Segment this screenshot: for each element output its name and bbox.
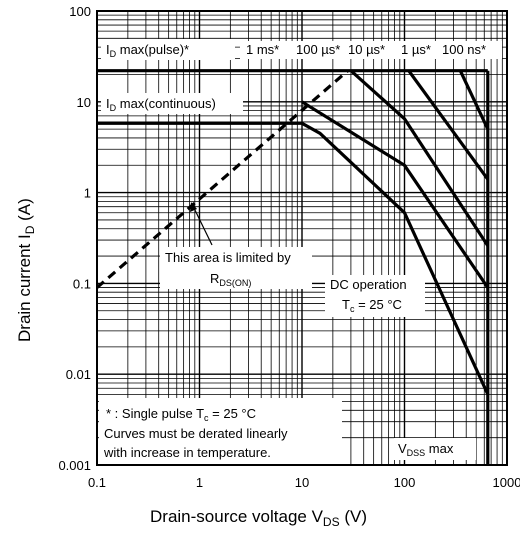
note-line-1: * : Single pulse Tc = 25 °C <box>106 406 256 423</box>
vdss-max-label: VDSS max <box>398 441 454 458</box>
series-line-100us <box>349 69 490 247</box>
dc-temperature-label: Tc = 25 °C <box>342 297 402 314</box>
limited-area-arrow <box>192 205 213 246</box>
note-line-3: with increase in temperature. <box>103 445 271 460</box>
x-tick-label: 100 <box>394 475 416 490</box>
series-line-10us <box>407 69 490 181</box>
limited-area-arrowhead <box>190 202 197 212</box>
y-tick-label: 100 <box>69 4 91 19</box>
tick-labels: 0.1 1 10 100 1000 0.001 0.01 0.1 1 10 100 <box>58 4 520 490</box>
time-labels-bg <box>240 41 502 59</box>
id-max-pulse-label: ID max(pulse)* <box>106 42 189 59</box>
label-1ms: 1 ms* <box>246 42 279 57</box>
plot-frame <box>96 10 508 466</box>
y-tick-label: 10 <box>77 95 91 110</box>
series-lines <box>95 69 490 465</box>
note-line-2: Curves must be derated linearly <box>104 426 288 441</box>
y-tick-label: 1 <box>84 186 91 201</box>
series-line-dc <box>301 121 490 395</box>
label-100us: 100 µs* <box>296 42 340 57</box>
y-axis-label: Drain current ID (A) <box>15 198 37 342</box>
limited-label-bg <box>160 247 312 289</box>
limited-area-label: This area is limited by <box>165 250 291 265</box>
grid <box>97 11 507 465</box>
label-100ns: 100 ns* <box>442 42 486 57</box>
x-tick-label: 1 <box>196 475 203 490</box>
series-line-1ms <box>301 100 490 289</box>
id-max-continuous-label: ID max(continuous) <box>106 96 216 113</box>
pulse-label-bg <box>101 39 235 60</box>
dc-label-bg <box>325 275 425 317</box>
y-tick-label: 0.1 <box>73 276 91 291</box>
x-axis-label: Drain-source voltage VDS (V) <box>150 507 367 529</box>
x-tick-label: 1000 <box>493 475 520 490</box>
note-box <box>99 398 342 464</box>
label-10us: 10 µs* <box>348 42 385 57</box>
y-tick-label: 0.01 <box>66 367 91 382</box>
y-tick-label: 0.001 <box>58 458 91 473</box>
series-line-1us <box>458 70 490 130</box>
vdss-label-bg <box>394 438 476 460</box>
dc-operation-label: DC operation <box>330 277 407 292</box>
x-tick-label: 0.1 <box>88 475 106 490</box>
series-line-rds_on <box>95 69 349 289</box>
rds-on-label: RDS(ON) <box>210 271 251 288</box>
x-tick-label: 10 <box>295 475 309 490</box>
label-1us: 1 µs* <box>401 42 431 57</box>
cont-label-bg <box>101 93 243 114</box>
